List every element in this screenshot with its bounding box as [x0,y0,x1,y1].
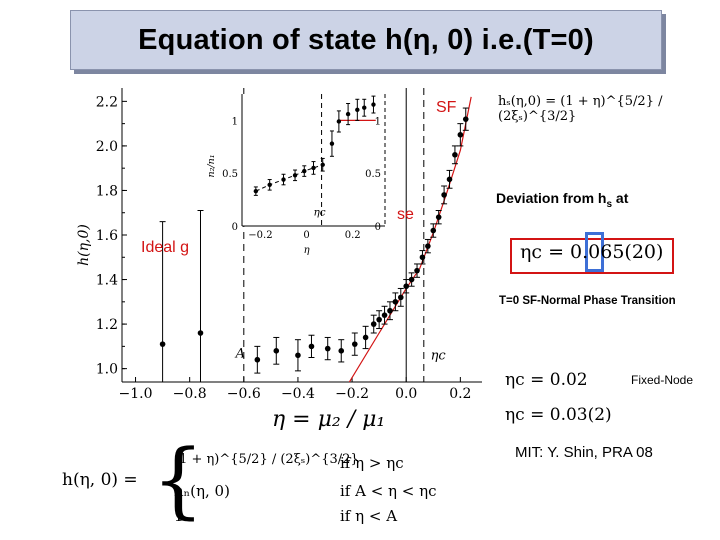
x-axis-label: η = μ₂ / μ₁ [272,407,385,430]
data-point [254,356,261,363]
hs-formula: hₛ(η,0) = (1 + η)^{5/2} / (2ξₛ)^{3/2} [498,94,663,124]
y-axis-label: h(η,0) [76,224,92,266]
y-tick-label: 1.0 [96,362,118,378]
data-point [338,348,345,354]
data-point [392,299,399,305]
data-point [308,343,315,350]
inset-data-point [362,105,367,110]
eta-c-other-formula: ηc = 0.03(2) [505,405,612,425]
inset-background [242,94,385,226]
case2-expression: hₙ(η, 0) [174,482,230,500]
data-point [419,254,426,261]
data-point [159,341,166,347]
title-banner: Equation of state h(η, 0) i.e.(T=0) [70,10,662,70]
transition-text: T=0 SF-Normal Phase Transition [499,295,676,307]
inset-y-tick-label-right: 1 [375,116,381,127]
eta-c-highlight-box [510,238,674,274]
inset-y-tick-label: 0 [232,222,238,233]
data-point [425,243,431,249]
inset-x-tick-label: 0 [303,230,309,241]
data-point [430,227,437,234]
piecewise-brace: { [152,433,205,528]
data-point [452,152,458,158]
data-point [376,316,382,323]
data-point [362,334,369,341]
inset-y-tick-label: 1 [232,116,238,127]
eta-c-main-formula: ηc = 0.065(20) [520,241,664,263]
inset-x-axis-label: η [304,245,310,256]
data-point [435,214,442,220]
deviation-text: Deviation from hs at [496,190,629,210]
annotation-a: A [235,347,245,362]
x-tick-label: −1.0 [119,386,153,402]
inset-data-point [336,119,342,124]
case2-condition: if A < η < ηc [340,482,437,500]
eos-chart: 1.0 1.2 1.4 1.6 1.8 2.0 2.2 −1.0 −0.8 −0.6 −0.4 −0.… [76,88,482,430]
x-tick-label: −0.8 [173,386,207,402]
fixed-node-label: Fixed-Node [631,373,694,387]
hs-curve [348,96,472,383]
y-tick-label: 1.8 [96,183,118,199]
data-point [324,345,331,352]
slide-title: Equation of state h(η, 0) i.e.(T=0) [138,23,594,56]
y-tick-label: 1.2 [96,317,118,333]
x-tick-label: −0.2 [335,386,369,402]
inset-y-tick-label: 0.5 [222,169,238,180]
eta-c-fixed-node-formula: ηc = 0.02 [505,370,588,390]
data-point [414,267,420,274]
inset-data-point [355,107,360,113]
case1-condition: if η > ηc [340,454,404,472]
digit-highlight-box [585,232,604,272]
reference-text: MIT: Y. Shin, PRA 08 [515,444,653,461]
y-tick-label: 1.6 [96,228,118,244]
se-label: se [397,206,414,223]
inset-data-point [311,165,316,171]
inset-data-point [371,102,376,107]
data-point [295,352,301,359]
x-tick-label: 0.2 [449,386,471,402]
data-point [446,176,453,183]
ideal-gas-label: Ideal g [141,239,190,256]
y-tick-label: 1.4 [96,273,118,289]
inset-data-point [345,111,351,117]
case3-condition: if η < A [340,507,398,525]
data-point [441,192,447,198]
inset-x-tick-label: 0.2 [345,230,361,241]
case3-expression: 1 [174,507,184,525]
inset-eta-c-label: ηc [314,206,326,218]
data-point [403,283,410,290]
inset-y-tick-label-right: 0 [375,222,381,233]
y-tick-label: 2.0 [96,139,118,155]
data-point [457,131,464,138]
annotation-eta-c: ηc [431,349,447,364]
data-point [273,348,280,354]
inset-y-axis-label: n₂/n₁ [206,154,217,177]
piecewise-lhs: h(η, 0) = [62,470,138,490]
inset-x-tick-label: −0.2 [248,230,272,241]
data-point [370,321,377,327]
inset-trend-line [255,164,323,192]
data-point [462,116,469,122]
data-point [387,307,393,314]
y-tick-label: 2.2 [96,94,118,110]
data-point [351,341,358,347]
x-tick-label: 0.0 [395,386,417,402]
x-tick-label: −0.6 [227,386,261,402]
inset-y-tick-label-right: 0.5 [365,169,381,180]
data-point [397,294,404,301]
data-point [197,330,204,336]
sf-label: SF [436,99,457,116]
data-point [381,312,388,318]
x-tick-label: −0.4 [281,386,315,402]
case1-expression: (1 + η)^{5/2} / (2ξₛ)^{3/2} [174,452,359,467]
data-point [408,276,415,283]
inset-data-point [329,141,335,146]
